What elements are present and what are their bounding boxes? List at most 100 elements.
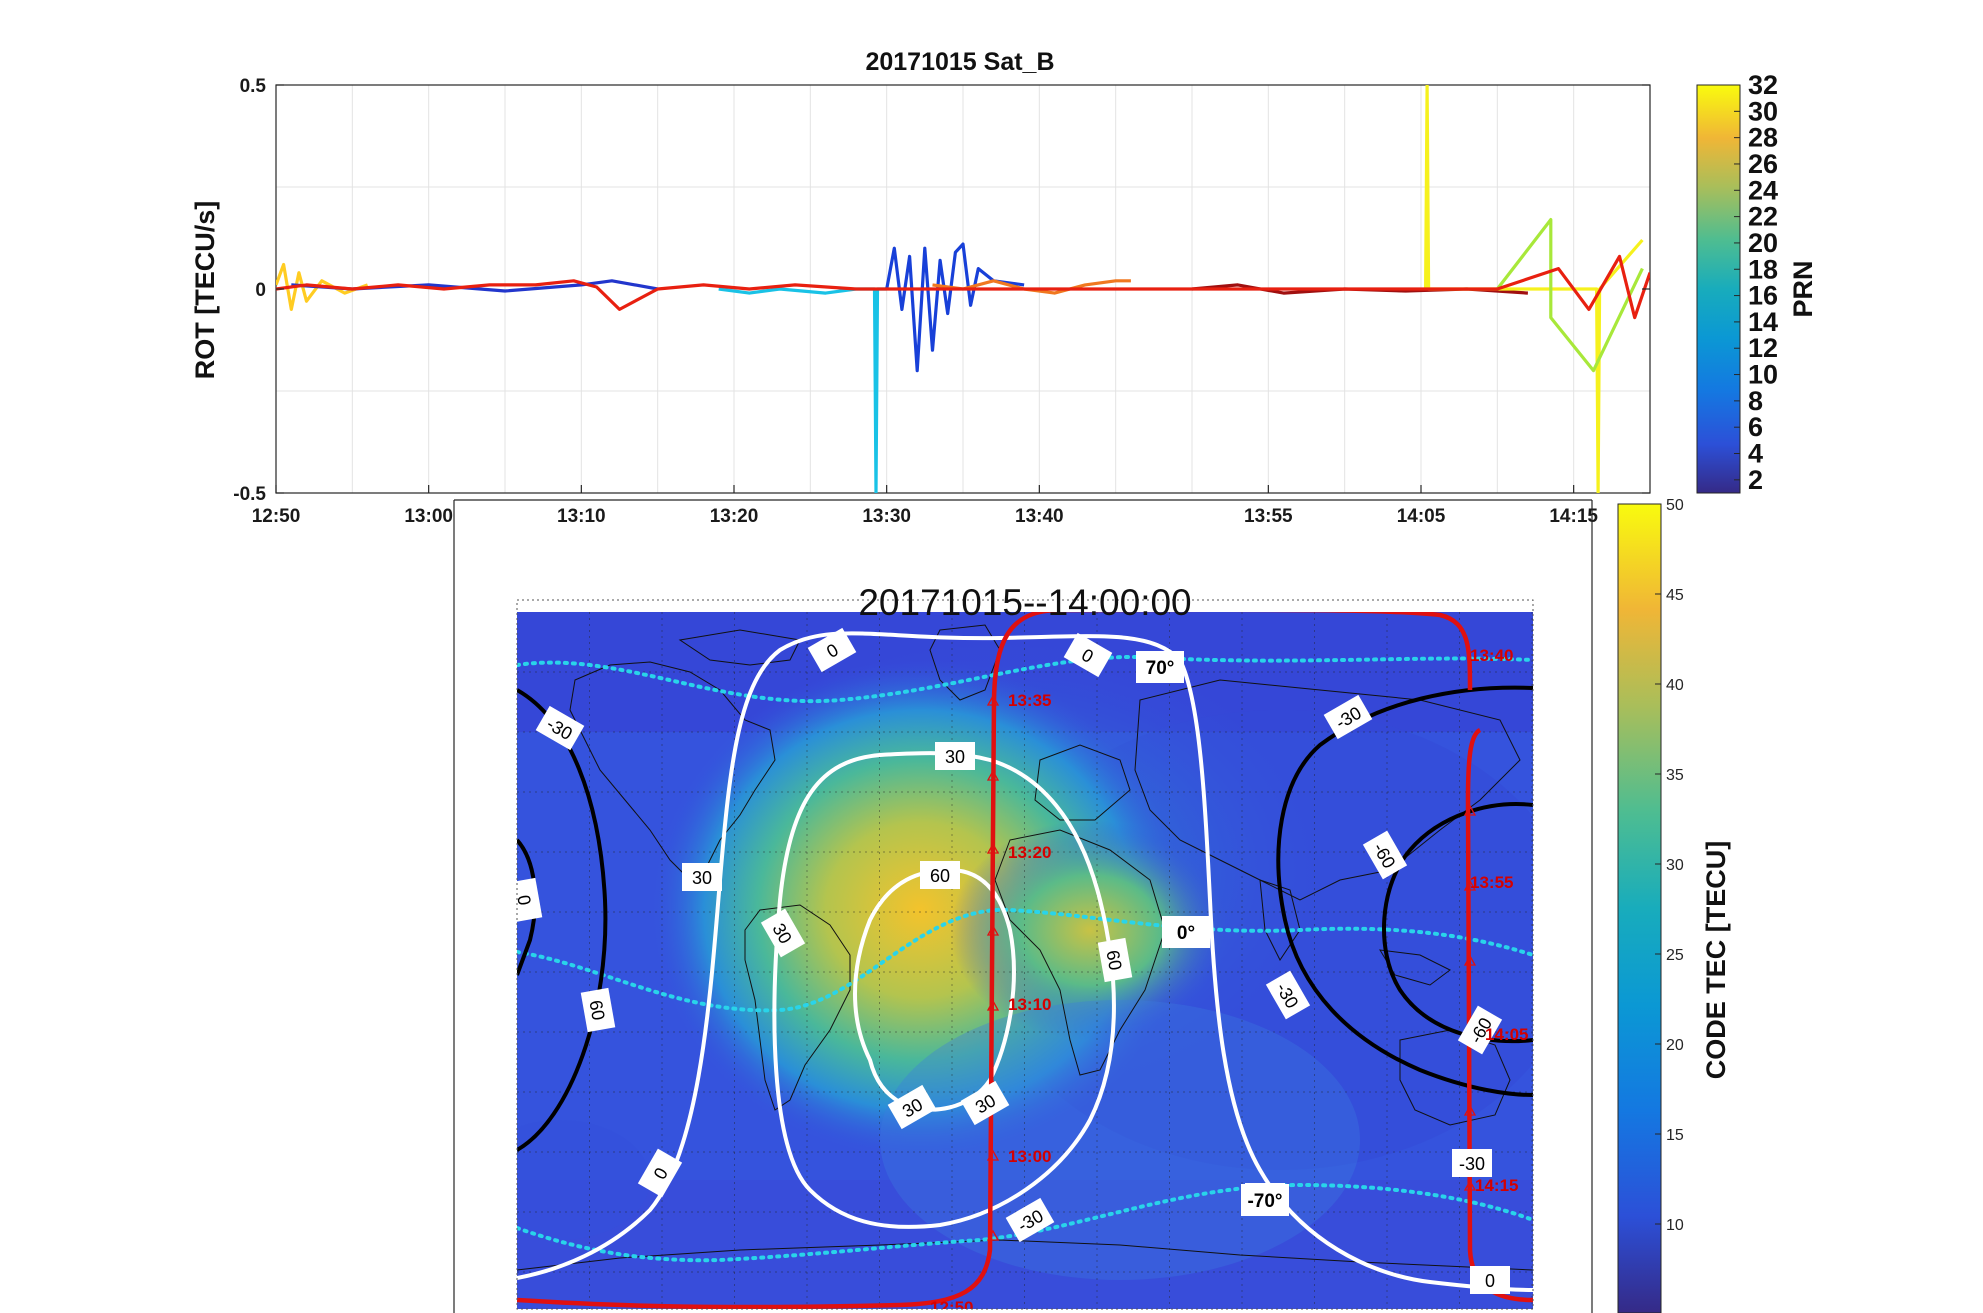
contour-label: 30: [960, 1080, 1010, 1126]
latitude-label-box: [1136, 651, 1184, 683]
latitude-label: -70°: [1241, 1184, 1289, 1216]
prn-tick-label: 14: [1748, 307, 1778, 337]
track-time-label: 14:15: [1475, 1176, 1518, 1195]
contour-label-text: 60: [930, 866, 950, 886]
prn-tick-label: 4: [1748, 439, 1763, 469]
rot-series-prn-32: [276, 254, 1650, 320]
prn-tick-label: 8: [1748, 386, 1763, 416]
contour-label-box: [1005, 1197, 1055, 1243]
contour-label: 60: [1097, 937, 1133, 983]
rot-ytick-label: -0.5: [233, 484, 266, 505]
track-time-label: 13:40: [1470, 646, 1513, 665]
prn-colorbar-label: PRN: [1788, 260, 1818, 317]
tec-colorbar: [1617, 503, 1662, 1313]
latitude-label-box: [1162, 916, 1210, 948]
tec-tick-label: 50: [1666, 497, 1684, 514]
latitude-label: 70°: [1136, 651, 1184, 683]
tec-tick-label: 10: [1666, 1217, 1684, 1234]
tec-tick-label: 20: [1666, 1037, 1684, 1054]
track-time-label: 13:20: [1008, 843, 1051, 862]
contour-label-box: [1097, 937, 1133, 983]
contour-label-box: [760, 908, 806, 958]
contour-label-text: -30: [1459, 1154, 1485, 1174]
latitude-label-text: -70°: [1247, 1191, 1282, 1212]
prn-tick-label: 24: [1748, 175, 1778, 205]
track-time-label: 13:00: [1008, 1147, 1051, 1166]
contour-label-box: [580, 987, 616, 1033]
prn-tick-label: 18: [1748, 254, 1778, 284]
tec-tick-label: 40: [1666, 677, 1684, 694]
rot-xtick-label: 13:00: [404, 506, 453, 527]
tec-colorbar-label: CODE TEC [TECU]: [1701, 841, 1731, 1080]
track-time-label: 13:10: [1008, 995, 1051, 1014]
contour-label: 30: [760, 908, 806, 958]
contour-label: 30: [682, 863, 722, 891]
rot-xtick-label: 14:15: [1549, 506, 1598, 527]
contour-label: 0: [807, 627, 857, 673]
tec-tick-label: 30: [1666, 857, 1684, 874]
prn-tick-label: 20: [1748, 228, 1778, 258]
track-time-label: 14:05: [1485, 1025, 1528, 1044]
prn-colorbar: [1696, 84, 1741, 494]
map-axes-box: [516, 599, 1534, 1310]
contour-label: 0: [517, 877, 543, 923]
prn-tick-label: 12: [1748, 333, 1778, 363]
prn-tick-label: 26: [1748, 149, 1778, 179]
contour-label-box: [807, 627, 857, 673]
contour-label: 60: [920, 861, 960, 889]
contour-label-box: [1063, 632, 1113, 678]
contour-label-box: [1470, 1266, 1510, 1294]
map-graticule: [517, 612, 1533, 1309]
contour-label-box: [535, 705, 585, 751]
track-time-labels: 13:40 13:35 13:20 13:55 13:10 14:05 13:00 14:15…: [930, 646, 1528, 1313]
tec-colorbar-ticks: 50 45 40 35 30 25 20 15 10: [1655, 497, 1684, 1234]
latitude-label-text: 70°: [1146, 658, 1175, 679]
contour-label: 0: [1063, 632, 1113, 678]
tec-tick-label: 25: [1666, 947, 1684, 964]
prn-tick-label: 10: [1748, 360, 1778, 390]
tec-tick-label: 45: [1666, 587, 1684, 604]
rot-xtick-label: 13:20: [710, 506, 759, 527]
rot-series-prn-4: [885, 242, 1025, 373]
latitude-label-box: [1241, 1184, 1289, 1216]
rot-ylabel: ROT [TECU/s]: [190, 201, 220, 380]
contour-label: 30: [887, 1084, 937, 1130]
rot-yticks: 0.5 0 -0.5: [233, 76, 1650, 505]
prn-tick-label: 32: [1748, 70, 1778, 100]
rot-xtick-label: 14:05: [1397, 506, 1446, 527]
contour-label-box: [637, 1148, 683, 1198]
prn-tick-label: 6: [1748, 412, 1763, 442]
contour-label: 60: [580, 987, 616, 1033]
rot-xtick-label: 13:10: [557, 506, 606, 527]
rot-xticks: 12:50 13:00 13:10 13:20 13:30 13:40 13:55 14:05…: [252, 485, 1598, 527]
rot-panel: 20171015 Sat_B 0.50-0.5 12:50 13:00 13:10 1…: [190, 48, 1818, 527]
track-time-label: 13:55: [1470, 873, 1513, 892]
map-title: 20171015--14:00:00: [858, 582, 1191, 623]
contour-label-text: 30: [945, 747, 965, 767]
contour-label-box: [1265, 970, 1311, 1020]
contour-label: 0: [1470, 1266, 1510, 1294]
contour-label-box: [920, 861, 960, 889]
prn-tick-label: 16: [1748, 281, 1778, 311]
rot-series-prn-26: [932, 279, 1131, 295]
tec-tick-label: 35: [1666, 767, 1684, 784]
rot-series-group: [276, 85, 1650, 493]
rot-xtick-label: 13:55: [1244, 506, 1293, 527]
contour-label-text: 60: [1102, 949, 1125, 972]
track-time-label: 12:50: [930, 1298, 973, 1313]
contour-label-box: [517, 877, 543, 923]
latitude-label-text: 0°: [1177, 923, 1195, 944]
contour-label-box: [1362, 830, 1408, 880]
rot-xtick-label: 13:30: [862, 506, 911, 527]
prn-tick-label: 22: [1748, 202, 1778, 232]
contour-label-box: [682, 863, 722, 891]
contour-label-text: 0: [1485, 1271, 1495, 1291]
contour-label: -30: [1452, 1149, 1492, 1177]
contour-label: -60: [1362, 830, 1408, 880]
prn-tick-label: 2: [1748, 465, 1763, 495]
